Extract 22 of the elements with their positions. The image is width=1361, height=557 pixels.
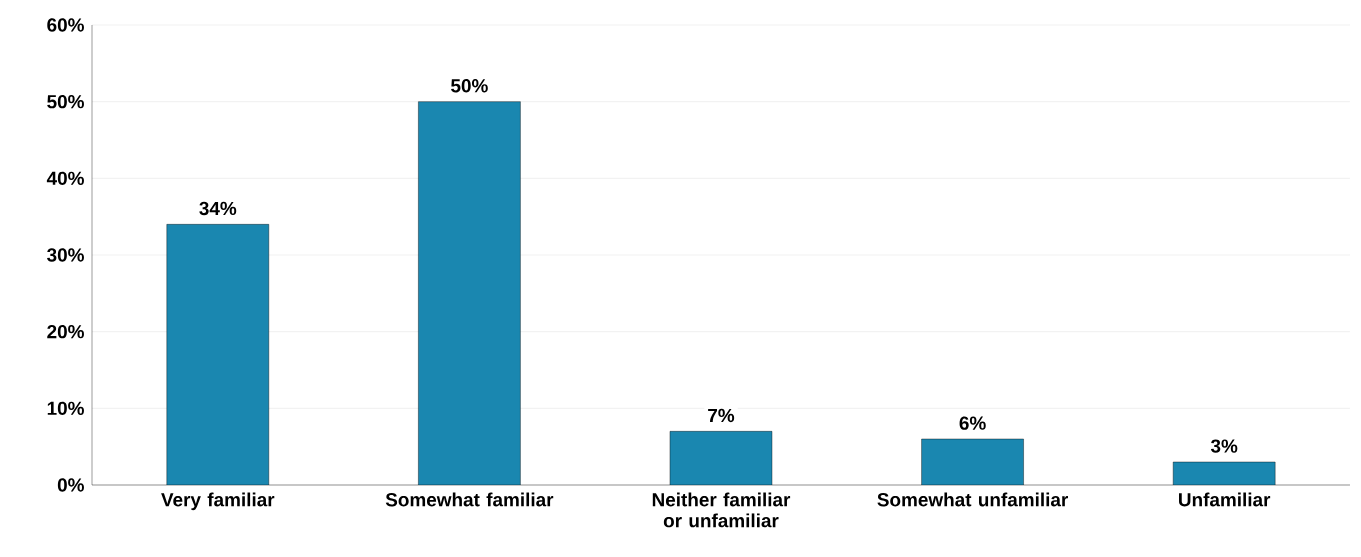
y-tick-label: 20% <box>47 324 84 339</box>
y-tick-label: 0% <box>57 478 84 492</box>
data-label: 50% <box>451 79 488 93</box>
x-tick-label: Unfamiliar <box>1179 492 1271 507</box>
data-label: 6% <box>959 416 986 430</box>
y-tick-label: 40% <box>46 171 84 186</box>
data-label: 34% <box>199 201 237 216</box>
bar <box>921 439 1024 485</box>
y-tick-label: 60% <box>47 18 84 32</box>
x-tick-label: Very familiar <box>161 492 275 511</box>
data-label: 7% <box>708 408 735 423</box>
y-tick-label: 30% <box>47 248 84 262</box>
x-tick-label: Somewhat unfamiliar <box>877 492 1068 507</box>
bar <box>418 101 521 485</box>
data-label: 3% <box>1210 439 1238 453</box>
y-tick-label: 50% <box>47 94 84 109</box>
y-tick-label: 10% <box>47 401 84 416</box>
x-tick-label: Neither familiar or unfamiliar <box>652 492 791 528</box>
bar <box>669 431 772 485</box>
x-tick-label: Somewhat familiar <box>385 492 554 507</box>
bar <box>166 224 269 485</box>
bar <box>1172 461 1276 485</box>
